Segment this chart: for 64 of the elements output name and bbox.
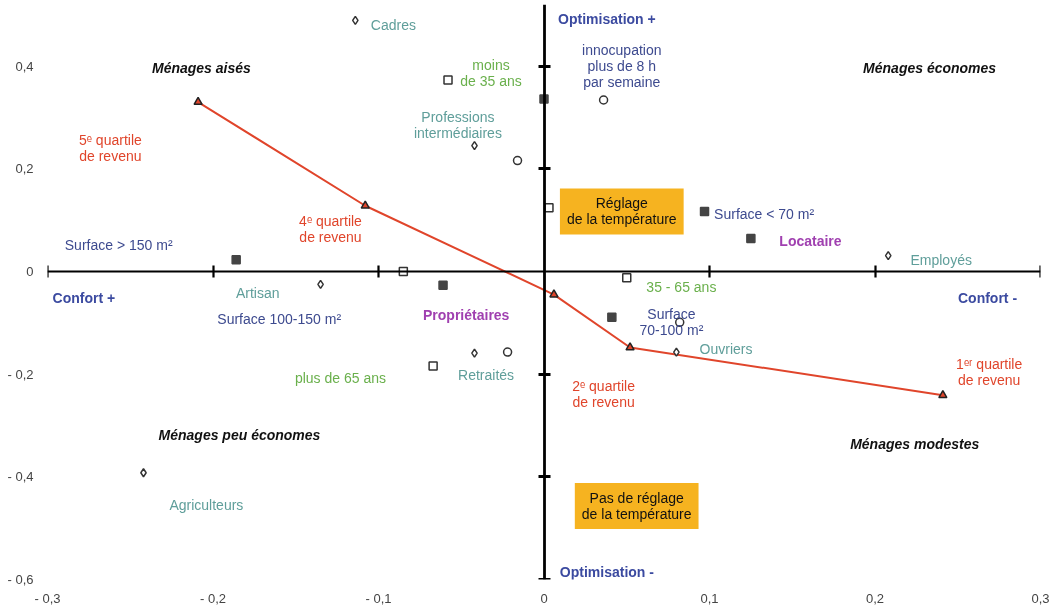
point [428, 361, 438, 371]
annotation: Surface < 70 m² [714, 206, 815, 223]
annotation: 4ᵉ quartile de revenu [299, 213, 363, 246]
point [360, 200, 371, 209]
annotation: Ménages économes [863, 60, 997, 77]
annotation: 5ᵉ quartile de revenu [78, 131, 142, 164]
annotation: Pas de réglage de la température [581, 490, 692, 523]
y-tick-label: - 0,2 [7, 366, 34, 382]
annotation: Employés [910, 251, 972, 268]
annotation: Confort - [958, 290, 1018, 307]
annotation: Ouvriers [699, 340, 753, 357]
annotation: Ménages peu économes [158, 426, 321, 443]
annotation: Retraités [458, 367, 515, 384]
x-tick-label: - 0,1 [365, 590, 392, 606]
annotation: 2ᵉ quartile de revenu [572, 378, 636, 411]
annotation: Ménages aisés [152, 60, 252, 77]
point [231, 254, 241, 265]
point [471, 348, 478, 358]
x-tick-label: 0,2 [865, 590, 885, 606]
y-tick-label: 0,4 [15, 58, 34, 74]
point [438, 280, 448, 291]
point [938, 389, 948, 399]
point [884, 250, 892, 261]
annotation: Professions intermédiaires [413, 109, 502, 142]
x-tick-label: - 0,2 [199, 590, 227, 606]
x-tick-label: - 0,3 [34, 590, 61, 606]
annotation: Surface 100-150 m² [217, 311, 342, 328]
annotation: innocupation plus de 8 h par semaine [582, 42, 662, 91]
point [502, 347, 513, 357]
annotation: Ménages modestes [850, 435, 980, 452]
point [193, 96, 203, 106]
annotation: Artisan [235, 284, 280, 301]
annotation: plus de 65 ans [294, 370, 386, 387]
point [746, 233, 756, 244]
y-tick-label: 0,2 [15, 161, 34, 177]
annotation: Propriétaires [423, 307, 510, 324]
point [598, 95, 609, 105]
annotation: moins de 35 ans [460, 57, 522, 90]
y-tick-label: 0 [26, 263, 34, 279]
point [622, 272, 632, 283]
annotation: Réglage de la température [566, 195, 677, 228]
point [625, 342, 635, 351]
annotation: 1ᵉʳ quartile de revenu [956, 356, 1023, 389]
annotation: 35 - 65 ans [646, 279, 717, 296]
x-tick-label: 0 [540, 590, 548, 606]
point [351, 15, 359, 26]
point [699, 206, 710, 217]
y-tick-label: - 0,6 [7, 572, 34, 587]
annotation: Confort + [52, 290, 116, 307]
annotation: Agriculteurs [169, 496, 244, 513]
point [672, 347, 680, 357]
annotation: Optimisation - [559, 564, 655, 581]
y-tick-label: - 0,4 [7, 469, 34, 485]
annotation: Locataire [779, 232, 842, 249]
x-tick-label: 0,1 [700, 590, 719, 606]
annotation: Surface > 150 m² [64, 236, 173, 253]
point [549, 289, 559, 298]
annotation: Surface 70-100 m² [639, 306, 704, 339]
x-tick-label: 0,3 [1031, 590, 1050, 606]
point [607, 312, 617, 322]
point [443, 75, 453, 85]
annotation: Optimisation + [558, 11, 656, 28]
point [512, 155, 523, 166]
annotation: Cadres [370, 17, 416, 34]
